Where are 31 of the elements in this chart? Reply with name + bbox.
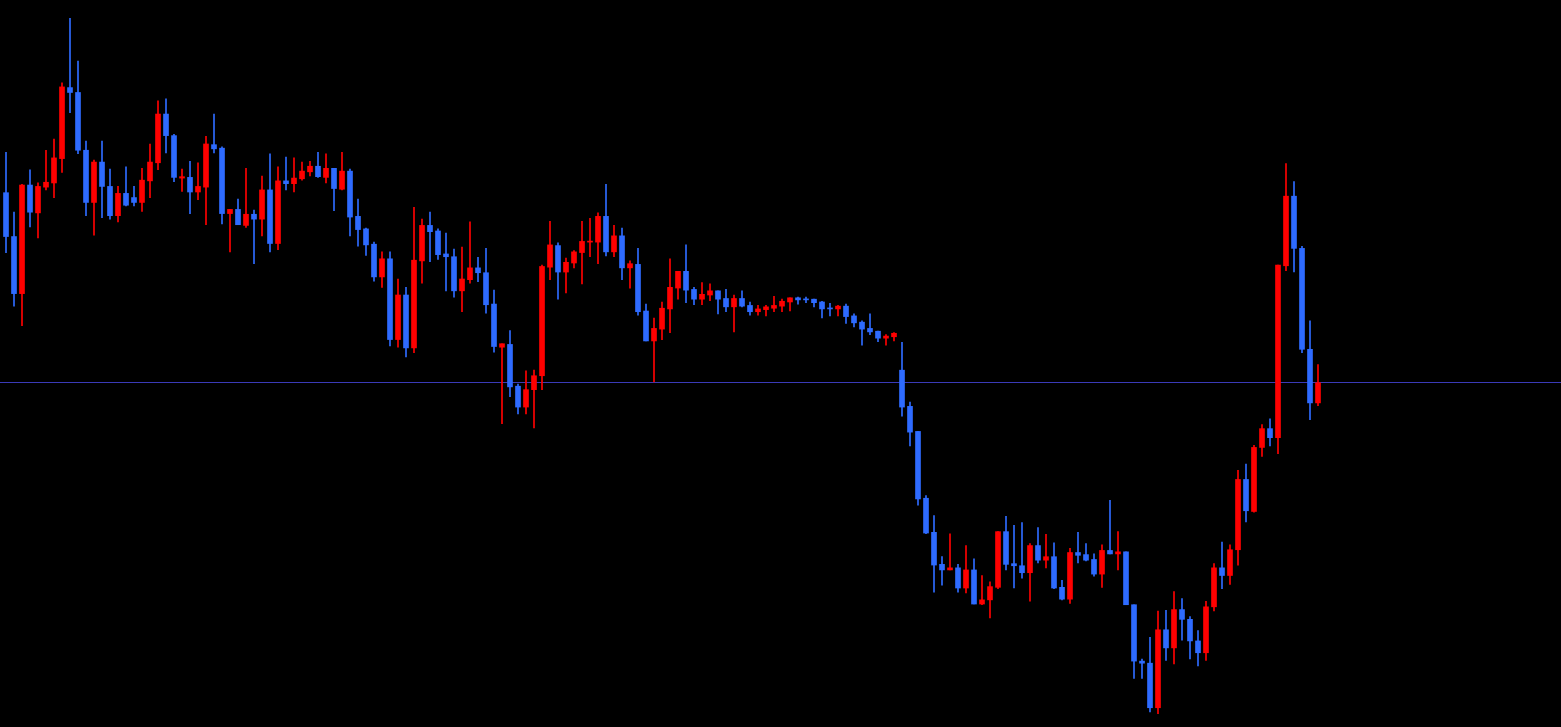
candlestick xyxy=(251,209,257,265)
candlestick xyxy=(1011,525,1017,589)
candlestick xyxy=(1075,532,1081,564)
candlestick xyxy=(867,313,873,336)
candlestick xyxy=(1219,541,1225,590)
candlestick xyxy=(475,257,481,283)
candlestick xyxy=(1139,658,1145,679)
candlestick xyxy=(731,294,737,333)
candlestick xyxy=(195,162,201,200)
candlestick xyxy=(1019,522,1025,579)
candlestick xyxy=(283,156,289,191)
candlestick xyxy=(227,209,233,253)
candlestick xyxy=(243,168,249,228)
candlestick xyxy=(651,317,657,383)
candlestick xyxy=(499,343,505,425)
candlestick xyxy=(179,168,185,192)
candlestick xyxy=(459,246,465,313)
candlestick xyxy=(467,221,473,284)
candlestick xyxy=(1179,598,1185,641)
candlestick xyxy=(939,556,945,586)
candlestick xyxy=(579,220,585,285)
candlestick xyxy=(627,260,633,289)
candlestick xyxy=(1043,534,1049,569)
candlestick xyxy=(67,18,73,113)
candlestick xyxy=(443,232,449,292)
candlestick xyxy=(211,113,217,154)
candlestick xyxy=(1107,500,1113,555)
candlestick xyxy=(291,157,297,193)
candlestick xyxy=(43,149,49,191)
candlestick xyxy=(755,305,761,316)
candlestick xyxy=(427,211,433,262)
